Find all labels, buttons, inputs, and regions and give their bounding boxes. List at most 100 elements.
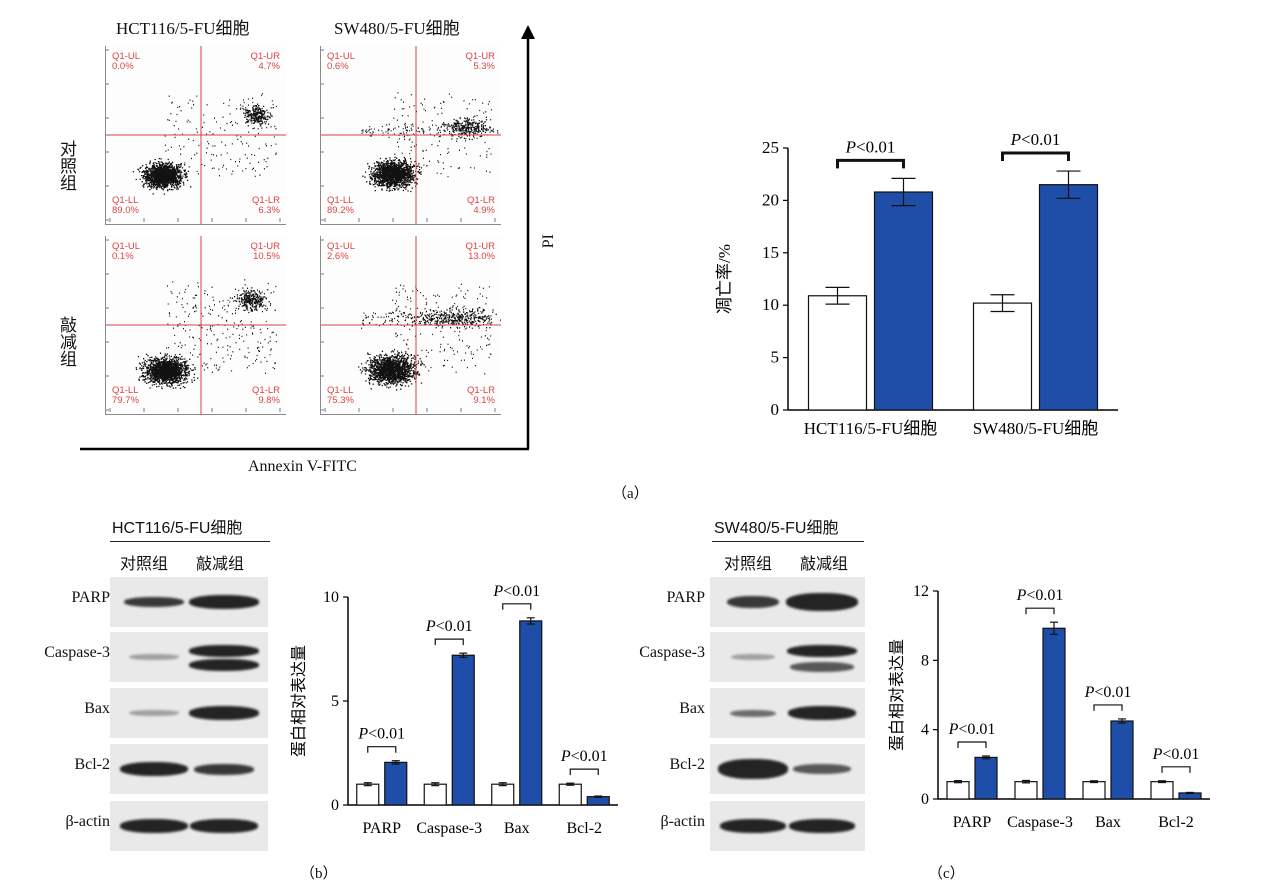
blot-panel_c-label-0: PARP (666, 589, 705, 606)
blot-panel_c-strip-2 (710, 688, 865, 738)
quadrant-percent: 5.3% (473, 61, 495, 72)
y-tick-label: 0 (331, 797, 339, 814)
panel-c-label: （c） (928, 866, 965, 882)
bar-control (356, 783, 380, 806)
blot-band (120, 762, 189, 776)
blot-band (188, 706, 259, 720)
quadrant-name: Q1-UL (327, 51, 355, 62)
blot-c-col-knockdown: 敲减组 (800, 554, 849, 573)
bar-knockdown (586, 796, 610, 806)
significance-label: P<0.01 (560, 748, 608, 765)
quadrant-percent: 89.0% (112, 205, 139, 216)
quadrant-name: Q1-UL (327, 241, 355, 252)
blot-band (730, 709, 777, 717)
quadrant-label-ul: Q1-UL 0.6% (327, 52, 355, 72)
quadrant-percent: 2.6% (327, 251, 349, 262)
flow-events (358, 283, 501, 391)
bar-control (491, 783, 515, 806)
quadrant-name: Q1-LL (327, 385, 354, 396)
quadrant-label-ll: Q1-LL 75.3% (327, 386, 354, 406)
quadrant-name: Q1-LR (252, 195, 280, 206)
quadrant-name: Q1-UL (112, 241, 140, 252)
blot-panel_c-label-4: β-actin (660, 813, 705, 830)
flow-row-label-knockdown: 敲减组 (56, 316, 76, 367)
blot-panel_b-label-2: Bax (84, 700, 110, 717)
y-tick-label: 20 (762, 190, 779, 209)
bar-knockdown (1110, 720, 1134, 800)
y-tick-label: 10 (762, 295, 779, 314)
bar-control (972, 302, 1033, 411)
flow-panel-2: Q1-UL 0.6% Q1-UR 5.3% Q1-LL 89.2% Q1-LR 4.9% (320, 46, 501, 225)
blot-c-col-control: 对照组 (724, 554, 773, 573)
quadrant-label-ur: Q1-UR 4.7% (250, 52, 280, 72)
significance-bracket (367, 746, 397, 753)
quadrant-name: Q1-LL (112, 195, 139, 206)
quadrant-percent: 4.9% (473, 205, 495, 216)
flow-scatter-3 (106, 236, 286, 414)
significance-label: P<0.01 (845, 137, 896, 156)
blot-band (129, 654, 180, 660)
significance-label: P<0.01 (1016, 587, 1064, 604)
quadrant-percent: 13.0% (468, 251, 495, 262)
blot-c-header-underline (712, 541, 864, 542)
flow-panel-3: Q1-UL 0.1% Q1-UR 10.5% Q1-LL 79.7% Q1-LR 9.8% (105, 236, 286, 415)
y-axis-label: 凋亡率/% (715, 244, 734, 314)
quadrant-percent: 10.5% (253, 251, 280, 262)
blot-band (188, 595, 259, 609)
blot-band (720, 819, 787, 833)
y-tick-label: 15 (762, 243, 779, 262)
quadrant-percent: 89.2% (327, 205, 354, 216)
blot-b-header-underline (110, 541, 270, 542)
significance-bracket (569, 768, 599, 776)
category-label: Bcl-2 (566, 820, 602, 837)
significance-bracket (1093, 704, 1123, 711)
quadrant-name: Q1-LR (467, 385, 495, 396)
protein-bar-chart-hct116: 0 5 10 蛋白相对表达量 P<0.01 PARP P<0.01 Caspase-3 P<0.… (290, 583, 618, 837)
flow-events (135, 279, 277, 390)
blot-band (129, 710, 180, 716)
significance-label: P<0.01 (1010, 130, 1061, 149)
blot-b-col-control: 对照组 (120, 554, 169, 573)
quadrant-percent: 6.3% (258, 205, 280, 216)
blot-panel_b-strip-3 (110, 744, 268, 794)
significance-label: P<0.01 (948, 721, 996, 738)
bar-control (423, 783, 447, 806)
y-tick-label: 4 (921, 722, 929, 739)
blot-panel_c-label-3: Bcl-2 (669, 756, 705, 773)
blot-panel_c-label-2: Bax (679, 700, 705, 717)
quadrant-name: Q1-LR (252, 385, 280, 396)
quadrant-name: Q1-UR (465, 241, 495, 252)
bar-control (1014, 781, 1038, 800)
quadrant-percent: 9.8% (258, 395, 280, 406)
blot-panel_b-label-1: Caspase-3 (44, 644, 110, 661)
quadrant-label-ll: Q1-LL 79.7% (112, 386, 139, 406)
y-tick-label: 5 (771, 348, 780, 367)
bar-knockdown (1042, 627, 1066, 800)
blot-band (189, 819, 258, 833)
quadrant-label-ul: Q1-UL 2.6% (327, 242, 355, 262)
quadrant-label-ur: Q1-UR 10.5% (250, 242, 280, 262)
bar-knockdown (974, 756, 998, 800)
significance-label: P<0.01 (425, 618, 473, 635)
quadrant-percent: 9.1% (473, 395, 495, 406)
blot-b-header: HCT116/5-FU细胞 (112, 520, 243, 537)
significance-bracket (836, 158, 905, 169)
category-label: Bax (504, 820, 530, 837)
quadrant-name: Q1-UR (250, 51, 280, 62)
flow-axes (80, 25, 535, 451)
blot-panel_b-strip-0 (110, 577, 268, 627)
significance-bracket (957, 741, 987, 749)
blot-panel_b-strip-2 (110, 688, 268, 738)
bar-control (1082, 781, 1106, 800)
quadrant-label-ll: Q1-LL 89.2% (327, 196, 354, 216)
quadrant-name: Q1-UR (250, 241, 280, 252)
blot-panel_b-strip-4 (110, 801, 268, 851)
category-label: HCT116/5-FU细胞 (804, 419, 938, 438)
flow-scatter-1 (106, 46, 286, 224)
blot-panel_c-strip-3 (710, 744, 865, 794)
blot-band (188, 659, 259, 671)
quadrant-name: Q1-UR (465, 51, 495, 62)
blot-band (120, 819, 189, 833)
quadrant-label-ul: Q1-UL 0.0% (112, 52, 140, 72)
